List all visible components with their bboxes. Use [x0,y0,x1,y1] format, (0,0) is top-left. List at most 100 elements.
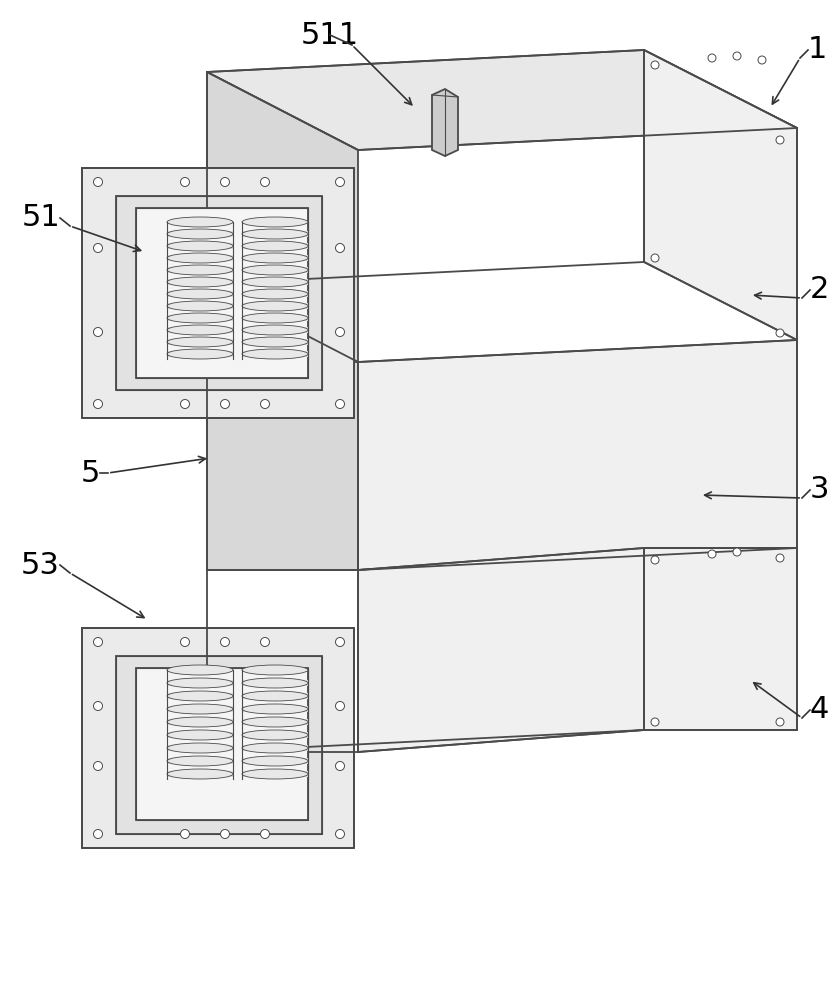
Circle shape [260,399,269,408]
Circle shape [94,178,102,186]
Ellipse shape [167,337,232,347]
Circle shape [220,830,229,838]
Circle shape [707,550,715,558]
Circle shape [707,54,715,62]
FancyBboxPatch shape [167,719,232,725]
Circle shape [94,243,102,252]
Circle shape [650,254,658,262]
Ellipse shape [167,730,232,740]
Ellipse shape [167,301,232,311]
Circle shape [732,548,740,556]
Ellipse shape [242,730,308,740]
FancyBboxPatch shape [242,267,308,273]
Circle shape [94,762,102,770]
Polygon shape [206,50,796,150]
Polygon shape [206,72,358,362]
Ellipse shape [167,769,232,779]
Circle shape [775,554,783,562]
FancyBboxPatch shape [167,231,232,237]
Ellipse shape [242,717,308,727]
Ellipse shape [167,217,232,227]
FancyBboxPatch shape [242,732,308,738]
Circle shape [220,178,229,186]
Circle shape [181,638,189,647]
Ellipse shape [167,678,232,688]
Ellipse shape [167,289,232,299]
Circle shape [260,830,269,838]
Ellipse shape [242,217,308,227]
Circle shape [650,556,658,564]
FancyBboxPatch shape [167,771,232,777]
FancyBboxPatch shape [242,771,308,777]
FancyBboxPatch shape [242,339,308,345]
Ellipse shape [242,277,308,287]
Ellipse shape [167,665,232,675]
FancyBboxPatch shape [242,291,308,297]
FancyBboxPatch shape [167,758,232,764]
Text: 2: 2 [809,275,828,304]
Circle shape [650,61,658,69]
FancyBboxPatch shape [167,327,232,333]
Ellipse shape [242,325,308,335]
Ellipse shape [242,313,308,323]
Ellipse shape [167,756,232,766]
Ellipse shape [242,678,308,688]
Circle shape [775,718,783,726]
Ellipse shape [167,313,232,323]
Polygon shape [358,548,643,752]
Ellipse shape [242,253,308,263]
Circle shape [335,762,344,770]
FancyBboxPatch shape [242,327,308,333]
Circle shape [181,399,189,408]
Text: 1: 1 [807,35,827,64]
Ellipse shape [167,691,232,701]
Ellipse shape [167,229,232,239]
FancyBboxPatch shape [167,680,232,686]
FancyBboxPatch shape [167,339,232,345]
FancyBboxPatch shape [167,267,232,273]
Text: 5: 5 [80,458,99,488]
Polygon shape [358,340,796,570]
Polygon shape [643,50,796,340]
Ellipse shape [242,665,308,675]
FancyBboxPatch shape [242,693,308,699]
Ellipse shape [242,743,308,753]
Circle shape [335,399,344,408]
Ellipse shape [242,301,308,311]
Polygon shape [135,668,308,820]
Ellipse shape [242,704,308,714]
Ellipse shape [167,241,232,251]
Circle shape [260,638,269,647]
FancyBboxPatch shape [242,706,308,712]
Text: 4: 4 [809,696,828,724]
Ellipse shape [242,691,308,701]
Text: 51: 51 [21,204,60,232]
Ellipse shape [242,349,308,359]
Circle shape [335,638,344,647]
Circle shape [260,178,269,186]
FancyBboxPatch shape [167,291,232,297]
Ellipse shape [242,756,308,766]
Polygon shape [116,196,322,390]
Circle shape [94,328,102,336]
Ellipse shape [167,349,232,359]
Circle shape [94,638,102,647]
Ellipse shape [242,229,308,239]
Circle shape [650,718,658,726]
Ellipse shape [242,769,308,779]
Circle shape [335,702,344,710]
Circle shape [220,638,229,647]
Circle shape [220,399,229,408]
FancyBboxPatch shape [242,279,308,285]
Circle shape [775,329,783,337]
Ellipse shape [167,265,232,275]
Polygon shape [82,628,354,848]
Polygon shape [431,89,457,156]
Ellipse shape [242,289,308,299]
Polygon shape [206,362,358,570]
FancyBboxPatch shape [167,732,232,738]
Ellipse shape [167,325,232,335]
Ellipse shape [167,743,232,753]
Circle shape [335,830,344,838]
Text: 511: 511 [301,20,359,49]
